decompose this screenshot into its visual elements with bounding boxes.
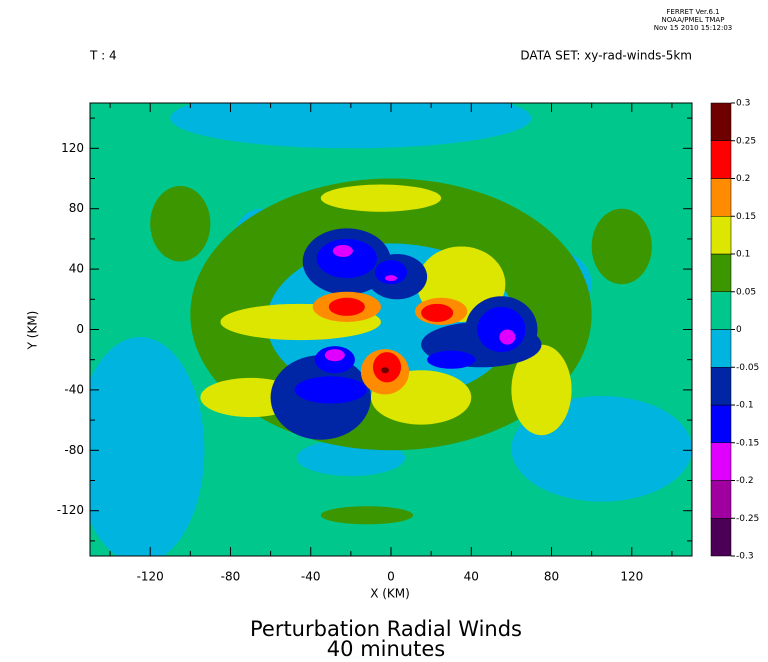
contour-region (427, 350, 476, 369)
time-label: T : 4 (89, 49, 117, 63)
contour-region (320, 506, 414, 525)
contour-region (294, 376, 367, 404)
contour-region (591, 208, 652, 285)
chart-title: Perturbation Radial Winds (250, 617, 522, 641)
x-tick-label: -80 (221, 570, 241, 584)
y-tick-label: -40 (64, 382, 84, 396)
colorbar-swatch (710, 216, 732, 255)
colorbar-swatch (710, 442, 732, 481)
contour-region (380, 367, 389, 374)
colorbar-label: -0.05 (736, 363, 759, 373)
stamp: Nov 15 2010 15:12:03 (654, 24, 733, 32)
contour-region (384, 275, 398, 282)
x-tick-label: 80 (544, 570, 559, 584)
x-tick-label: 0 (387, 570, 395, 584)
y-tick-label: 0 (76, 322, 84, 336)
colorbar-label: 0.2 (736, 174, 750, 184)
y-tick-label: 120 (61, 141, 84, 155)
contour-region (372, 352, 402, 383)
colorbar-label: 0.05 (736, 287, 756, 297)
colorbar-label: 0.1 (736, 250, 750, 260)
contour-region (150, 186, 211, 262)
contour-field (90, 103, 692, 556)
colorbar-swatch (710, 178, 732, 217)
colorbar-label: 0 (736, 325, 742, 335)
stamp: FERRET Ver.6.1 (666, 8, 719, 16)
contour-region (511, 344, 572, 436)
colorbar-swatch (710, 329, 732, 368)
colorbar-label: 0.3 (736, 99, 750, 109)
colorbar-swatch (710, 291, 732, 330)
contour-region (170, 103, 532, 149)
contour-region (374, 260, 408, 285)
colorbar-label: -0.25 (736, 514, 759, 524)
contour-region (320, 184, 442, 212)
stamp: NOAA/PMEL TMAP (662, 16, 725, 24)
colorbar-label: -0.2 (736, 476, 754, 486)
contour-region (477, 306, 526, 353)
colorbar-swatch (710, 253, 732, 292)
x-tick-label: 120 (620, 570, 643, 584)
y-tick-label: -80 (64, 443, 84, 457)
y-tick-label: 80 (69, 201, 84, 215)
x-tick-label: -40 (301, 570, 321, 584)
colorbar-swatch (710, 480, 732, 519)
colorbar-swatch (710, 367, 732, 406)
colorbar-swatch (710, 140, 732, 179)
dataset-label: DATA SET: xy-rad-winds-5km (520, 49, 692, 63)
colorbar-label: 0.15 (736, 212, 756, 222)
contour-region (499, 329, 516, 345)
contour-region (316, 238, 377, 279)
colorbar-label: -0.1 (736, 401, 754, 411)
contour-region (328, 297, 365, 316)
y-axis-label: Y (KM) (26, 311, 40, 351)
contour-region (324, 349, 345, 362)
y-tick-label: 40 (69, 262, 84, 276)
x-axis-label: X (KM) (370, 587, 410, 601)
contour-region (421, 303, 454, 322)
y-tick-label: -120 (57, 503, 84, 517)
colorbar-swatch (710, 404, 732, 443)
colorbar-swatch (710, 518, 732, 557)
colorbar-label: 0.25 (736, 136, 756, 146)
colorbar-swatch (710, 102, 732, 141)
contour-region (332, 244, 353, 258)
contour-region (90, 337, 205, 556)
colorbar-label: -0.3 (736, 552, 754, 562)
chart-subtitle: 40 minutes (327, 637, 445, 661)
colorbar-label: -0.15 (736, 438, 759, 448)
x-tick-label: -120 (137, 570, 164, 584)
x-tick-label: 40 (464, 570, 479, 584)
